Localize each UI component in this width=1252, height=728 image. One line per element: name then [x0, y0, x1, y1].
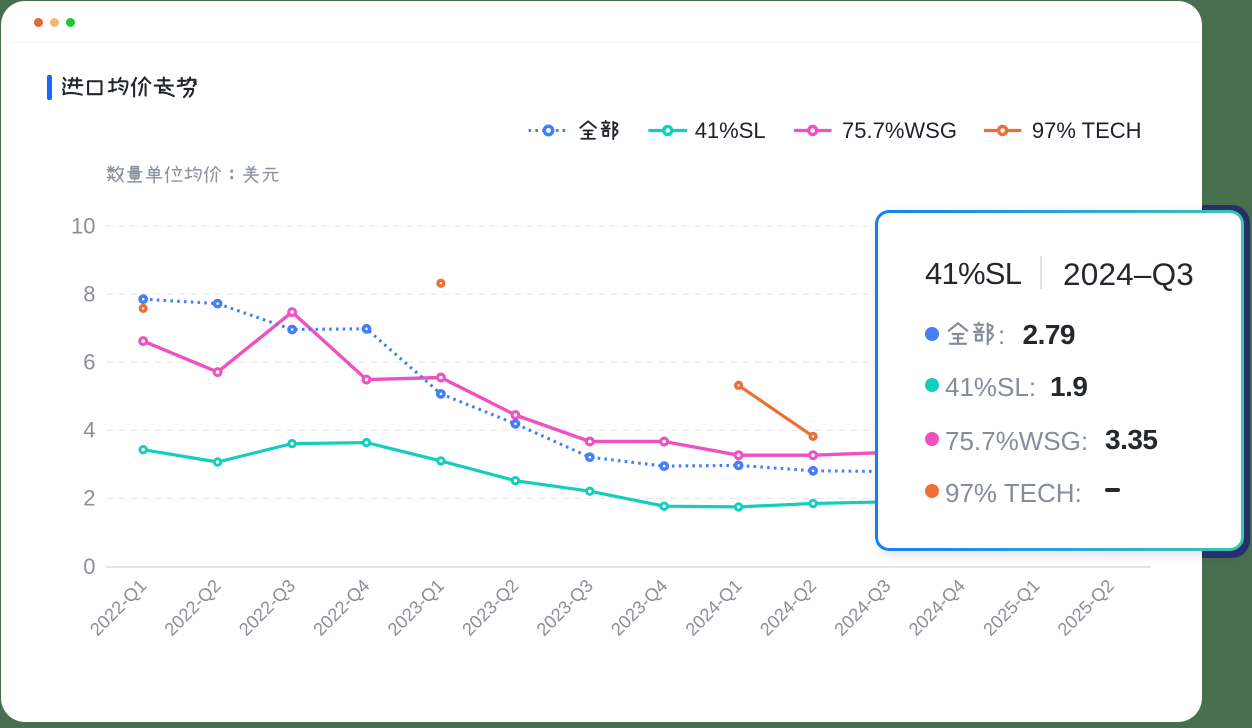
svg-text:10: 10 — [71, 213, 95, 238]
svg-text:2023-Q3: 2023-Q3 — [533, 575, 597, 639]
svg-text:2: 2 — [83, 486, 95, 511]
svg-text:2024-Q2: 2024-Q2 — [756, 575, 820, 639]
svg-text:2025-Q1: 2025-Q1 — [979, 575, 1043, 639]
svg-text:97% TECH: 97% TECH — [1032, 118, 1142, 143]
svg-text:8: 8 — [83, 281, 95, 306]
svg-text:2022-Q3: 2022-Q3 — [235, 575, 299, 639]
svg-text:2024-Q3: 2024-Q3 — [830, 575, 894, 639]
svg-text:2025-Q2: 2025-Q2 — [1054, 575, 1118, 639]
svg-text:6: 6 — [83, 350, 95, 375]
svg-text:0: 0 — [83, 554, 95, 579]
svg-text:4: 4 — [83, 418, 95, 443]
svg-text::: : — [998, 321, 1005, 350]
svg-text:2024-Q4: 2024-Q4 — [905, 575, 969, 639]
svg-text:2022-Q4: 2022-Q4 — [309, 575, 373, 639]
svg-text:2022-Q1: 2022-Q1 — [86, 575, 150, 639]
svg-text:2023-Q1: 2023-Q1 — [384, 575, 448, 639]
svg-text:2023-Q2: 2023-Q2 — [458, 575, 522, 639]
svg-text:2023-Q4: 2023-Q4 — [607, 575, 671, 639]
svg-text:2024-Q1: 2024-Q1 — [682, 575, 746, 639]
svg-text:2022-Q2: 2022-Q2 — [161, 575, 225, 639]
svg-text:41%SL: 41%SL — [695, 118, 766, 143]
svg-text:75.7%WSG: 75.7%WSG — [842, 118, 957, 143]
